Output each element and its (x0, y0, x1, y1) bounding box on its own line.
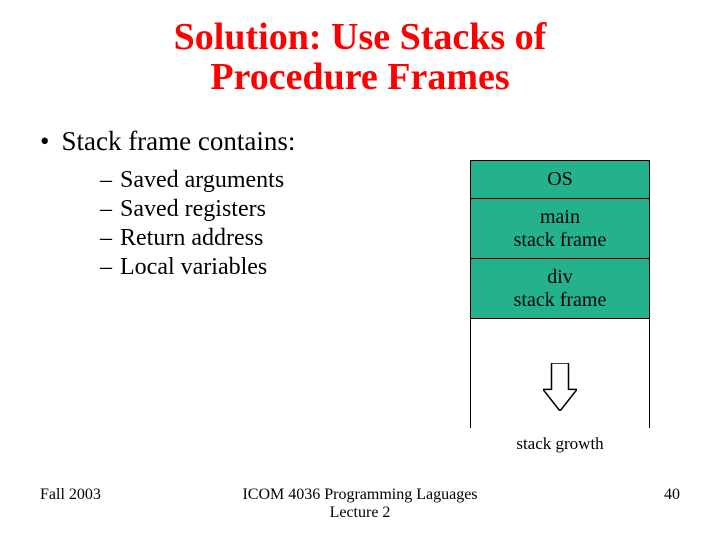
footer-center: ICOM 4036 Programming Laguages Lecture 2 (160, 486, 560, 522)
dash-icon: – (100, 196, 112, 223)
dash-icon: – (100, 225, 112, 252)
stack-cell-text: div (471, 266, 649, 289)
title-line1: Solution: Use Stacks of (0, 18, 720, 58)
stack-cell: OS (471, 161, 649, 199)
dash-icon: – (100, 167, 112, 194)
stack-cell-text: main (471, 206, 649, 229)
stack-cell-text: stack frame (471, 289, 649, 312)
footer-right-page-number: 40 (560, 486, 680, 504)
bullet-main: • Stack frame contains: (40, 126, 720, 157)
footer-center-line2: Lecture 2 (160, 504, 560, 522)
footer-left: Fall 2003 (40, 486, 160, 504)
bullet-main-text: Stack frame contains: (61, 126, 295, 157)
stack-cell: divstack frame (471, 259, 649, 319)
stack-cell-text: stack frame (471, 229, 649, 252)
footer-center-line1: ICOM 4036 Programming Laguages (160, 486, 560, 504)
sub-item-text: Local variables (120, 254, 267, 281)
down-arrow-icon (543, 363, 577, 411)
stack-cell-arrow (471, 319, 649, 429)
slide-title: Solution: Use Stacks of Procedure Frames (0, 0, 720, 98)
stack-cell-text: OS (471, 168, 649, 191)
stack-cell: mainstack frame (471, 199, 649, 259)
slide-footer: Fall 2003 ICOM 4036 Programming Laguages… (0, 486, 720, 522)
sub-item-text: Return address (120, 225, 263, 252)
sub-item-text: Saved registers (120, 196, 266, 223)
dash-icon: – (100, 254, 112, 281)
stack-diagram: OSmainstack framedivstack frame (470, 160, 650, 428)
sub-item-text: Saved arguments (120, 167, 284, 194)
bullet-dot-icon: • (40, 126, 49, 157)
title-line2: Procedure Frames (0, 58, 720, 98)
stack-growth-label: stack growth (470, 434, 650, 454)
